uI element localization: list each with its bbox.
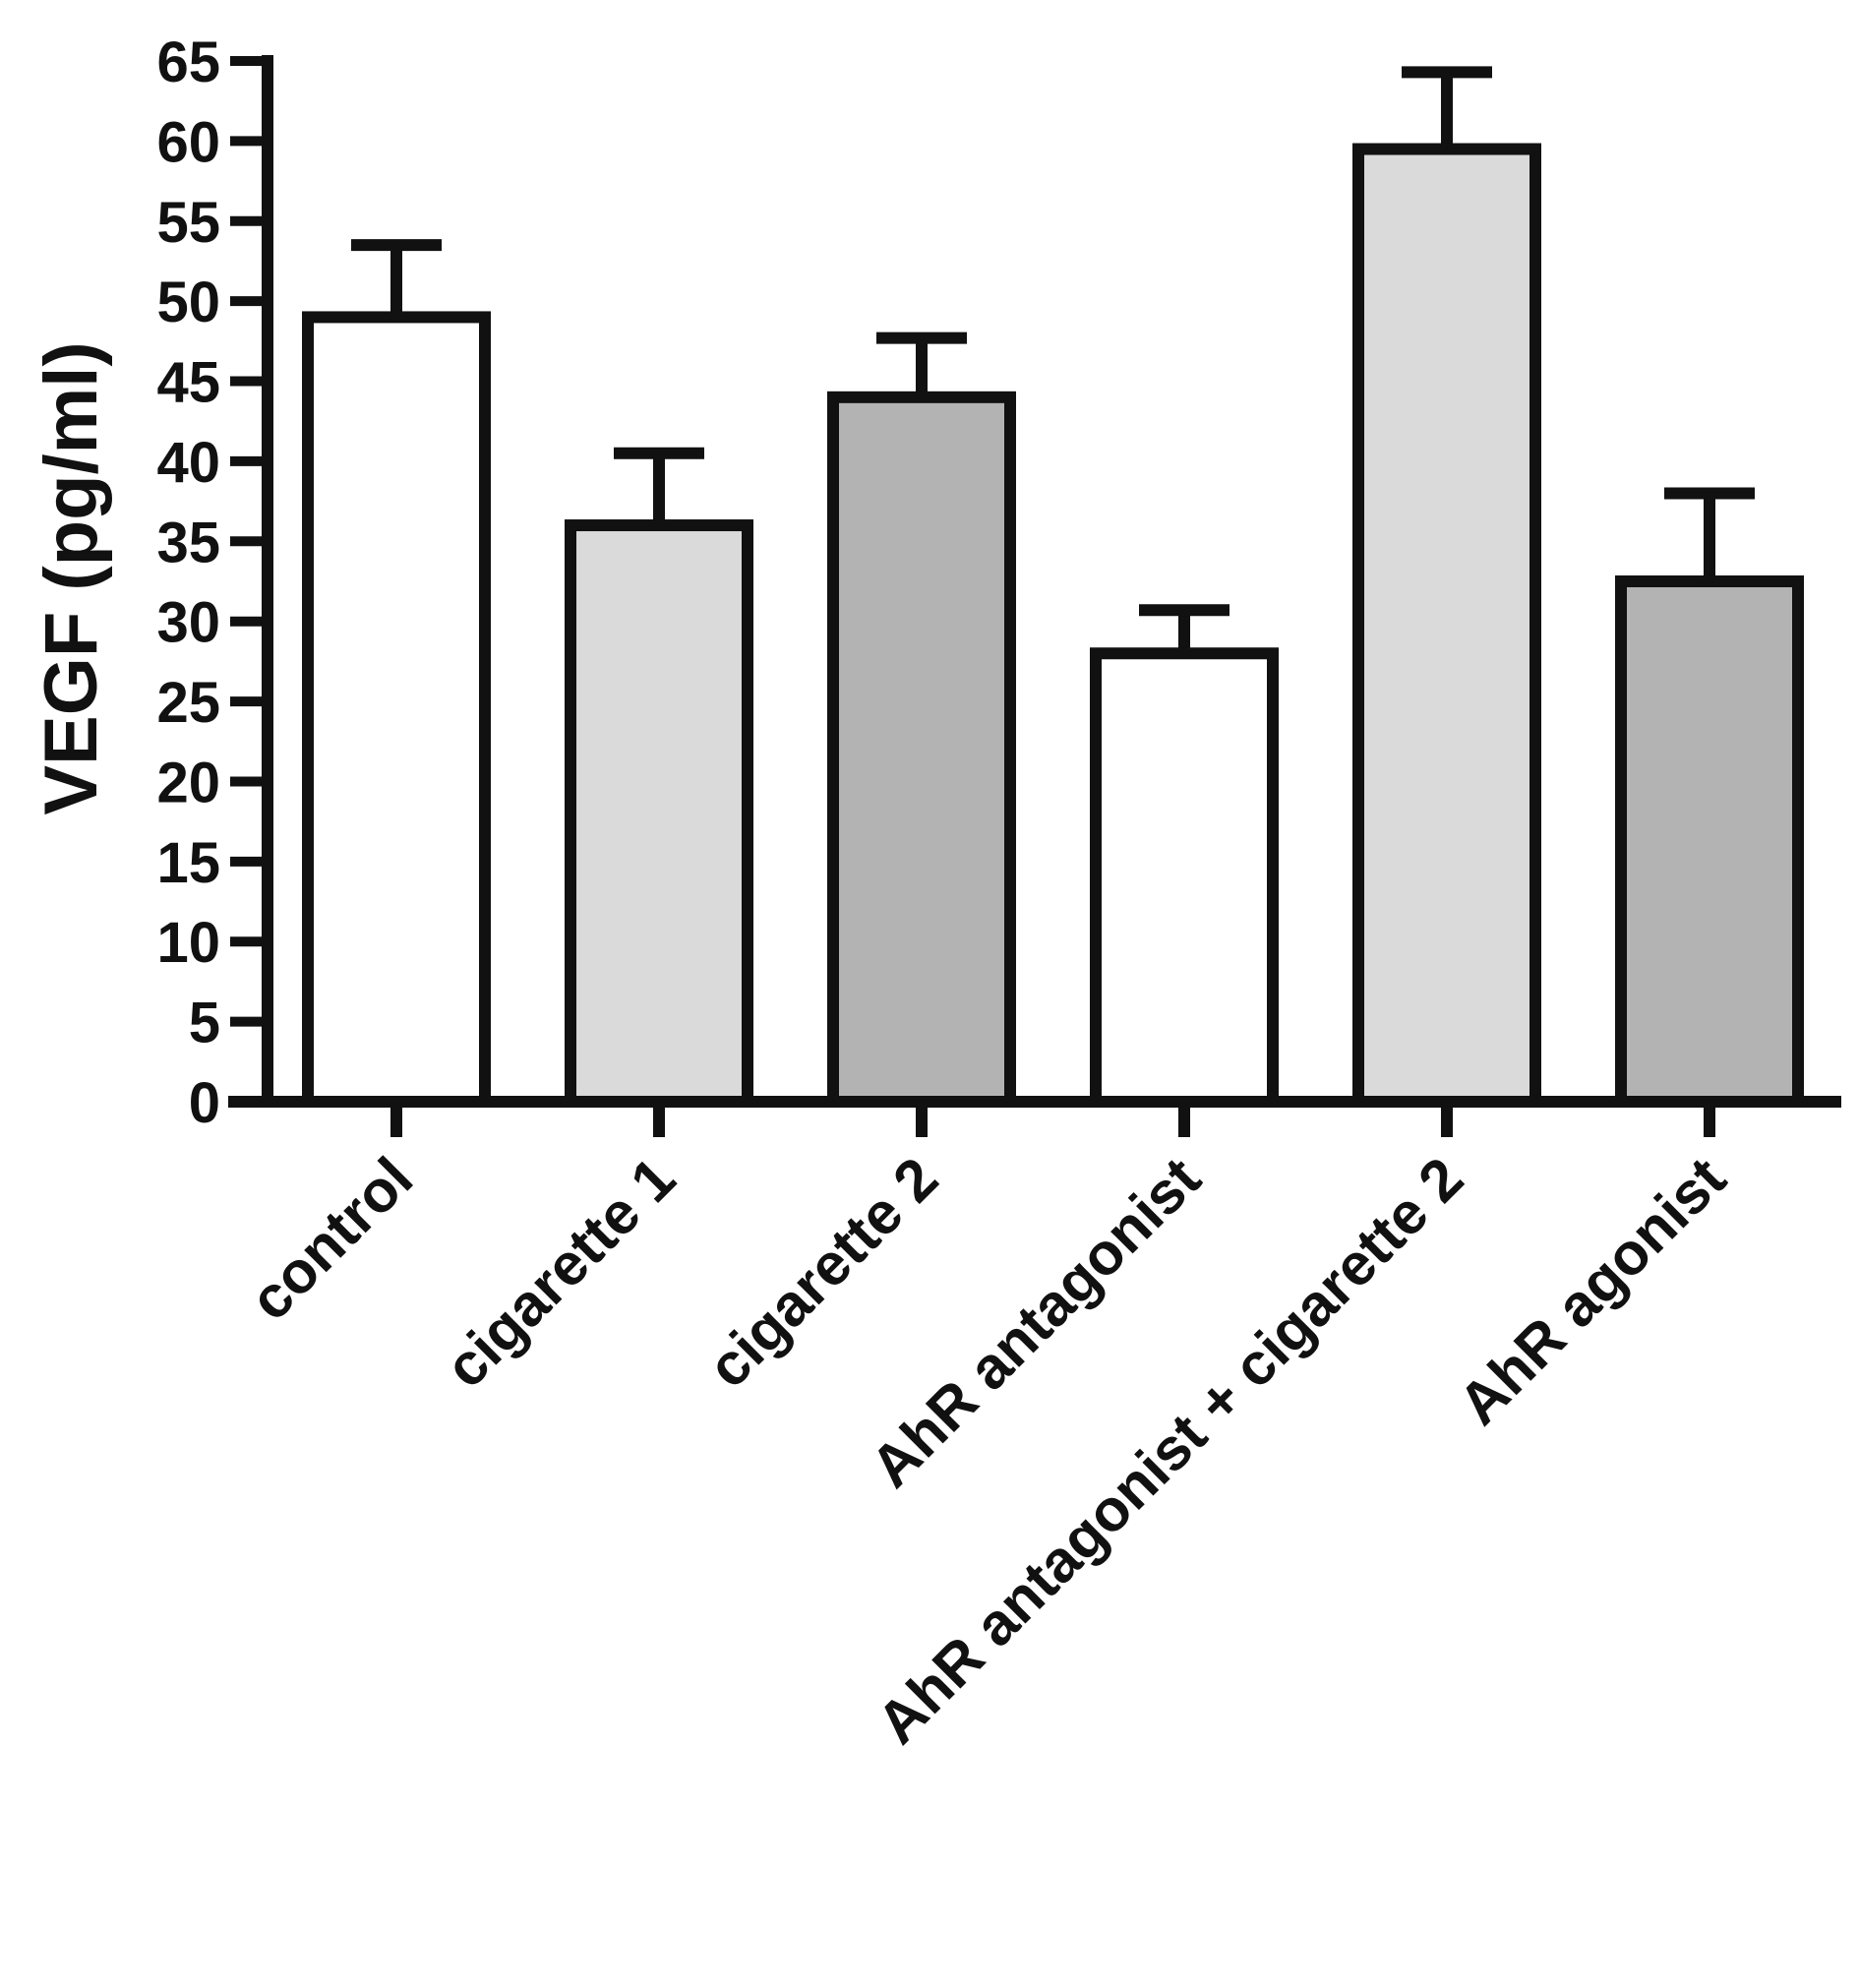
bar bbox=[1352, 143, 1541, 1108]
bar bbox=[302, 311, 491, 1108]
x-category-label: cigarette 2 bbox=[695, 1145, 951, 1401]
y-tick-label: 30 bbox=[156, 591, 220, 655]
axes-group bbox=[228, 55, 1841, 1137]
y-tick-label: 45 bbox=[156, 351, 220, 415]
x-category-label: control bbox=[237, 1145, 425, 1333]
y-tick-label: 50 bbox=[156, 271, 220, 334]
bar bbox=[565, 519, 753, 1108]
y-tick-label: 5 bbox=[189, 992, 220, 1055]
y-tick-label: 10 bbox=[156, 911, 220, 975]
y-tick-label: 60 bbox=[156, 110, 220, 174]
y-tick-label: 25 bbox=[156, 671, 220, 735]
bar bbox=[827, 391, 1016, 1109]
y-tick-label: 20 bbox=[156, 751, 220, 814]
y-tick-label: 65 bbox=[156, 30, 220, 94]
x-category-label: AhR agonist bbox=[1446, 1145, 1738, 1437]
y-tick-label: 0 bbox=[189, 1071, 220, 1135]
y-tick-label: 55 bbox=[156, 191, 220, 255]
x-category-label: cigarette 1 bbox=[433, 1145, 689, 1401]
y-tick-label: 40 bbox=[156, 431, 220, 495]
y-tick-label: 15 bbox=[156, 831, 220, 895]
y-axis-title: VEGF (pg/ml) bbox=[30, 341, 113, 814]
x-category-label: AhR antagonist + cigarette 2 bbox=[865, 1145, 1475, 1756]
bars-group bbox=[302, 66, 1804, 1109]
bar bbox=[1615, 575, 1804, 1108]
bar bbox=[1090, 647, 1279, 1108]
y-tick-label: 35 bbox=[156, 511, 220, 574]
